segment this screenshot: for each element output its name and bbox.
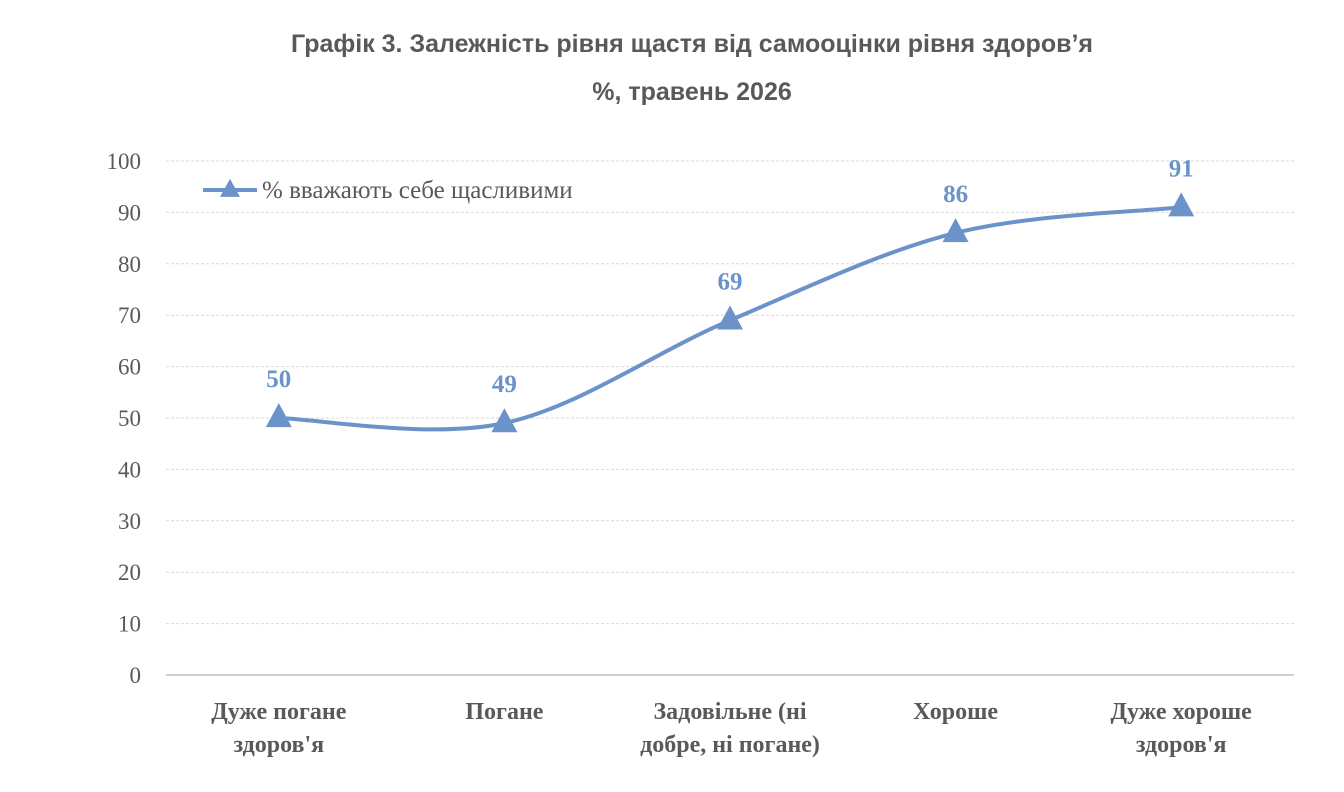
x-axis-categories: Дуже погане здоров'я Погане Задовільне (ні д… — [211, 699, 1252, 758]
y-axis-ticks: 0 10 20 30 40 50 60 70 80 90 100 — [107, 149, 142, 688]
y-tick-label-40: 40 — [118, 457, 141, 482]
triangle-marker-3 — [942, 218, 969, 243]
data-label-2: 69 — [718, 268, 743, 295]
x-category-label-0: Дуже погане здоров'я — [211, 699, 346, 758]
y-tick-label-50: 50 — [118, 406, 141, 431]
y-tick-label-10: 10 — [118, 612, 141, 637]
gridlines — [166, 160, 1294, 676]
data-label-1: 49 — [492, 371, 517, 398]
triangle-marker-2 — [717, 305, 743, 330]
legend: % вважають себе щасливими — [203, 177, 573, 204]
y-tick-label-80: 80 — [118, 252, 141, 277]
x-category-label-4: Дуже хороше здоров'я — [1111, 699, 1253, 758]
triangle-marker-4 — [1168, 192, 1195, 217]
data-labels: 50 49 69 86 91 — [266, 155, 1193, 398]
series-markers — [265, 192, 1195, 433]
legend-label: % вважають себе щасливими — [262, 177, 573, 204]
data-label-3: 86 — [943, 181, 968, 208]
x-category-label-3: Хороше — [913, 699, 998, 725]
triangle-marker-1 — [491, 408, 518, 433]
y-tick-label-0: 0 — [130, 663, 142, 688]
legend-triangle-icon — [220, 178, 240, 197]
y-tick-label-100: 100 — [107, 149, 142, 174]
x-category-label-2: Задовільне (ні добре, ні погане) — [640, 699, 820, 758]
y-tick-label-90: 90 — [118, 200, 141, 225]
chart-title-line-2: %, травень 2026 — [592, 78, 792, 106]
chart-title-line-1: Графік 3. Залежність рівня щастя від сам… — [290, 30, 1093, 58]
y-tick-label-60: 60 — [118, 355, 141, 380]
data-label-4: 91 — [1169, 155, 1194, 182]
y-tick-label-20: 20 — [118, 560, 141, 585]
y-tick-label-70: 70 — [118, 303, 141, 328]
data-label-0: 50 — [266, 366, 291, 393]
triangle-marker-0 — [265, 403, 292, 428]
y-tick-label-30: 30 — [118, 509, 141, 534]
x-category-label-1: Погане — [465, 699, 543, 725]
